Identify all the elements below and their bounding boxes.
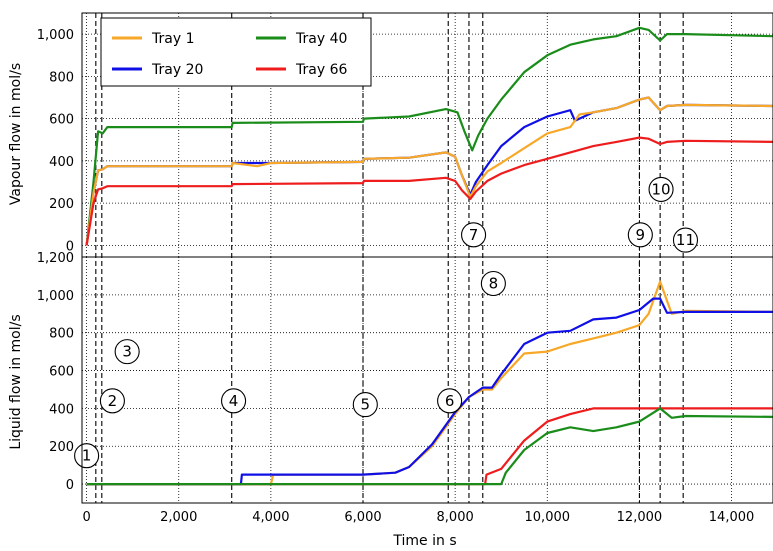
event-label-2: 2	[99, 388, 125, 414]
event-label-7: 7	[461, 222, 487, 248]
event-label-9: 9	[627, 222, 653, 248]
legend-label-tray-1: Tray 1	[151, 31, 194, 47]
liquid-series-tray-40	[86, 407, 773, 486]
x-axis-title: Time in s	[392, 533, 456, 549]
legend-entry-tray-1: Tray 1	[112, 31, 194, 47]
y-tick-label-vapour-400: 400	[49, 155, 74, 170]
event-label-circle-6	[437, 388, 463, 414]
legend-box	[100, 17, 372, 87]
legend-entry-tray-66: Tray 66	[256, 62, 347, 78]
event-label-6: 6	[437, 388, 463, 414]
x-tick-label-6000: 6,000	[344, 510, 381, 525]
event-label-text-7: 7	[469, 226, 479, 244]
y-tick-label-vapour-200: 200	[49, 197, 74, 212]
y-tick-label-liquid-0: 0	[66, 478, 74, 493]
gridlines	[82, 13, 773, 503]
y-tick-label-liquid-400: 400	[49, 402, 74, 417]
y-tick-label-vapour-600: 600	[49, 113, 74, 128]
vapour-series-tray-20	[85, 96, 773, 246]
event-label-8: 8	[480, 270, 506, 297]
y-tick-label-liquid-600: 600	[49, 365, 74, 380]
legend-entry-tray-40: Tray 40	[256, 31, 347, 47]
event-label-text-6: 6	[445, 392, 455, 410]
event-label-circle-8	[480, 270, 506, 297]
event-label-text-11: 11	[676, 231, 695, 249]
event-label-circle-5	[352, 392, 378, 418]
y-tick-label-vapour-800: 800	[49, 70, 74, 85]
x-tick-label-12000: 12,000	[617, 510, 663, 525]
legend-entry-tray-20: Tray 20	[112, 62, 203, 78]
tick-labels: 0 200 400 600 800 1,000 0 200 400 600 800 1,000 1,20…	[37, 28, 755, 525]
x-tick-label-0: 0	[82, 510, 90, 525]
legend-label-tray-66: Tray 66	[295, 62, 347, 78]
event-label-circle-7	[461, 222, 487, 248]
liquid-y-axis-title: Liquid flow in mol/s	[8, 314, 24, 449]
liquid-series-tray-20	[86, 297, 773, 486]
y-tick-label-vapour-0: 0	[66, 239, 74, 254]
event-label-circle-9	[627, 222, 653, 248]
event-label-1: 1	[74, 443, 100, 469]
event-label-text-5: 5	[361, 396, 371, 414]
event-label-circle-3	[114, 339, 140, 365]
event-label-text-9: 9	[636, 226, 646, 244]
x-tick-label-2000: 2,000	[160, 510, 197, 525]
event-label-5: 5	[352, 392, 378, 418]
event-label-10: 10	[648, 176, 674, 202]
event-label-text-4: 4	[229, 392, 239, 410]
y-tick-label-liquid-1000: 1,000	[37, 289, 74, 304]
event-label-text-1: 1	[82, 447, 92, 465]
vapour-series-tray-66	[85, 136, 773, 246]
series-lines	[85, 26, 773, 486]
event-marker-labels: 1 2 3 4 5 6 7 8 9 10 11	[74, 176, 699, 469]
legend-label-tray-20: Tray 20	[151, 62, 203, 78]
x-tick-label-4000: 4,000	[252, 510, 289, 525]
event-label-text-2: 2	[108, 392, 118, 410]
event-label-3: 3	[114, 339, 140, 365]
event-label-circle-10	[648, 176, 674, 202]
legend: Tray 1 Tray 20 Tray 40 Tray 66	[100, 17, 372, 87]
event-label-text-3: 3	[122, 343, 132, 361]
event-label-circle-2	[99, 388, 125, 414]
y-tick-label-liquid-200: 200	[49, 440, 74, 455]
vapour-series-tray-40	[85, 26, 773, 246]
event-label-circle-11	[672, 227, 699, 253]
x-tick-label-10000: 10,000	[525, 510, 571, 525]
event-label-circle-1	[74, 443, 100, 469]
event-label-circle-4	[221, 388, 247, 414]
vapour-series-tray-1	[85, 96, 773, 246]
event-label-4: 4	[221, 388, 247, 414]
event-label-11: 11	[672, 227, 699, 253]
liquid-series-tray-66	[86, 407, 773, 486]
y-tick-label-liquid-1200: 1,200	[37, 251, 74, 266]
event-label-text-8: 8	[489, 274, 499, 292]
x-tick-label-14000: 14,000	[709, 510, 755, 525]
event-label-text-10: 10	[652, 180, 671, 198]
y-tick-label-liquid-800: 800	[49, 327, 74, 342]
x-tick-label-8000: 8,000	[437, 510, 474, 525]
plot-frame-liquid	[81, 256, 773, 504]
legend-label-tray-40: Tray 40	[295, 31, 347, 47]
plot-frames	[81, 12, 773, 504]
y-tick-label-vapour-1000: 1,000	[37, 28, 74, 43]
vapour-y-axis-title: Vapour flow in mol/s	[8, 63, 24, 205]
